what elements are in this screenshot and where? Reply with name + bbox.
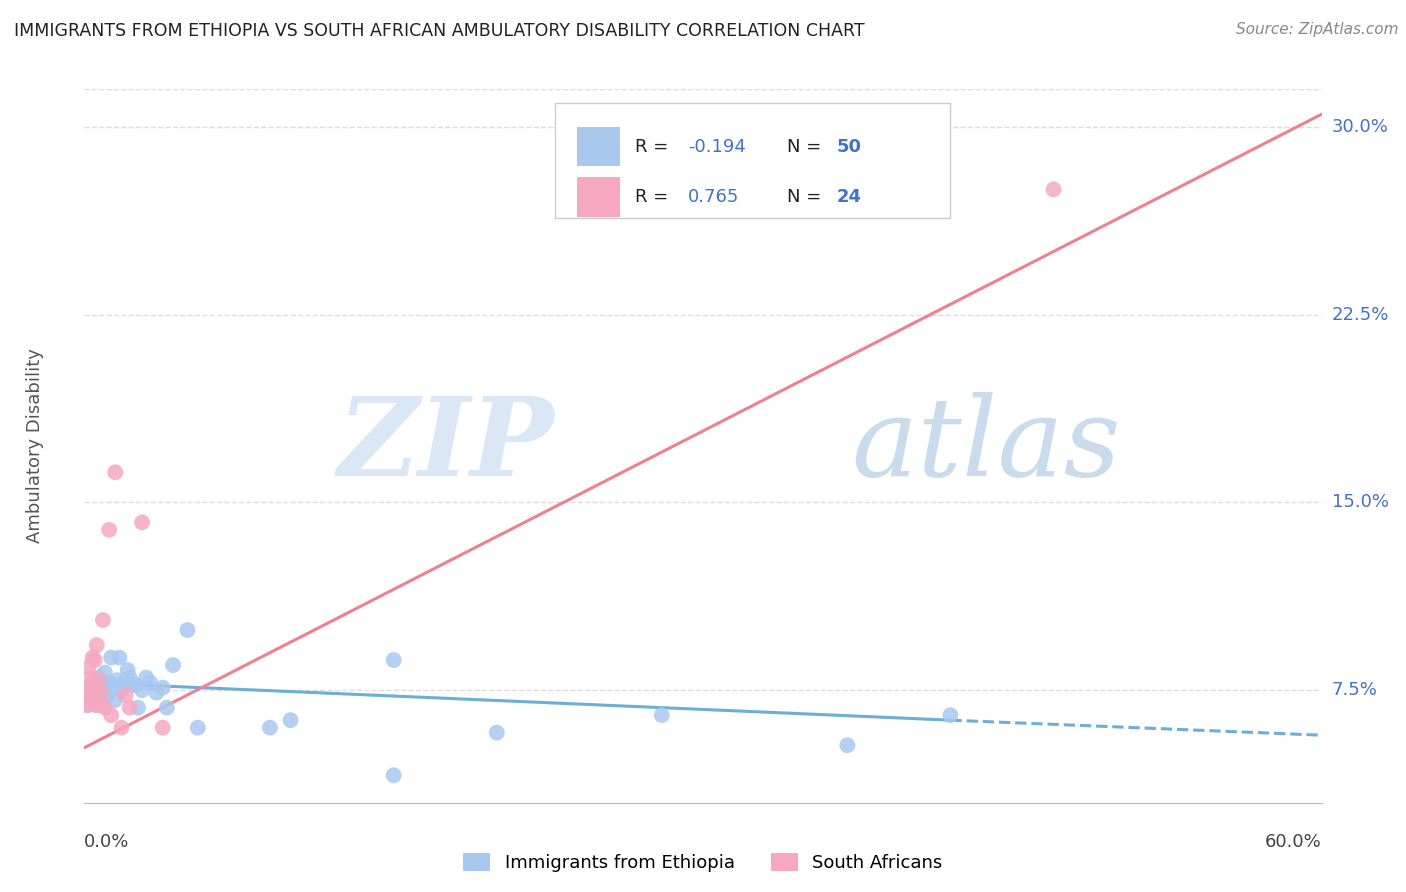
Point: [83, 653, 105, 667]
Point: [135, 671, 157, 685]
Point: [94, 665, 117, 680]
Point: [259, 721, 281, 735]
Point: [176, 623, 198, 637]
Point: [162, 658, 184, 673]
Point: [83, 681, 105, 695]
Point: [79, 681, 101, 695]
Text: 24: 24: [837, 188, 862, 206]
Point: [86, 698, 108, 713]
Point: [110, 721, 132, 735]
Point: [75, 698, 97, 713]
Text: 0.0%: 0.0%: [84, 833, 129, 851]
Text: IMMIGRANTS FROM ETHIOPIA VS SOUTH AFRICAN AMBULATORY DISABILITY CORRELATION CHAR: IMMIGRANTS FROM ETHIOPIA VS SOUTH AFRICA…: [14, 22, 865, 40]
Text: 50: 50: [837, 138, 862, 156]
Point: [156, 700, 179, 714]
Point: [82, 675, 104, 690]
Point: [86, 698, 108, 713]
Point: [145, 685, 167, 699]
Point: [98, 523, 121, 537]
Point: [79, 690, 101, 705]
Point: [131, 683, 153, 698]
Point: [79, 690, 101, 705]
Point: [82, 693, 104, 707]
Point: [127, 700, 149, 714]
Point: [118, 671, 141, 685]
Text: atlas: atlas: [852, 392, 1121, 500]
Point: [939, 708, 962, 723]
Point: [104, 465, 127, 479]
Point: [110, 683, 132, 698]
Point: [90, 685, 112, 699]
Point: [83, 688, 105, 702]
Text: 22.5%: 22.5%: [1331, 306, 1389, 324]
Point: [485, 725, 508, 739]
Point: [75, 690, 97, 705]
Point: [103, 681, 125, 695]
Text: Source: ZipAtlas.com: Source: ZipAtlas.com: [1236, 22, 1399, 37]
Text: R =: R =: [636, 138, 673, 156]
Point: [77, 683, 100, 698]
Text: 60.0%: 60.0%: [1265, 833, 1322, 851]
Point: [108, 650, 131, 665]
Point: [1042, 182, 1064, 196]
Point: [87, 690, 110, 705]
Point: [82, 693, 104, 707]
Point: [90, 678, 112, 692]
Point: [117, 663, 139, 677]
Point: [280, 713, 302, 727]
Point: [100, 708, 122, 723]
Text: 30.0%: 30.0%: [1331, 118, 1389, 136]
Point: [79, 671, 101, 685]
Point: [91, 613, 114, 627]
Text: N =: N =: [787, 188, 827, 206]
Point: [100, 650, 122, 665]
Text: ZIP: ZIP: [337, 392, 554, 500]
Text: 15.0%: 15.0%: [1331, 493, 1389, 511]
Point: [131, 516, 153, 530]
Point: [83, 683, 105, 698]
Text: N =: N =: [787, 138, 827, 156]
Point: [86, 685, 108, 699]
Legend: Immigrants from Ethiopia, South Africans: Immigrants from Ethiopia, South Africans: [456, 846, 950, 880]
Bar: [576, 128, 620, 167]
Point: [90, 685, 112, 699]
Point: [139, 675, 162, 690]
Point: [152, 721, 174, 735]
Point: [837, 738, 859, 752]
Point: [86, 638, 108, 652]
Point: [91, 698, 114, 713]
Point: [77, 681, 100, 695]
Text: Ambulatory Disability: Ambulatory Disability: [25, 349, 44, 543]
Point: [77, 660, 100, 674]
Point: [125, 678, 148, 692]
Bar: [576, 178, 620, 217]
Point: [152, 681, 174, 695]
Point: [77, 698, 100, 713]
Point: [87, 673, 110, 687]
Point: [98, 675, 121, 690]
Point: [114, 688, 136, 702]
Text: -0.194: -0.194: [688, 138, 747, 156]
Point: [382, 768, 405, 782]
Point: [94, 681, 117, 695]
Point: [82, 650, 104, 665]
Point: [122, 678, 145, 692]
Point: [382, 653, 405, 667]
Point: [83, 696, 105, 710]
Point: [94, 700, 117, 714]
Point: [187, 721, 209, 735]
Text: R =: R =: [636, 188, 679, 206]
Text: 0.765: 0.765: [688, 188, 740, 206]
Point: [118, 700, 141, 714]
FancyBboxPatch shape: [554, 103, 950, 218]
Point: [96, 688, 118, 702]
Point: [87, 671, 110, 685]
Text: 7.5%: 7.5%: [1331, 681, 1378, 699]
Point: [105, 673, 128, 687]
Point: [104, 693, 127, 707]
Point: [114, 673, 136, 687]
Point: [651, 708, 673, 723]
